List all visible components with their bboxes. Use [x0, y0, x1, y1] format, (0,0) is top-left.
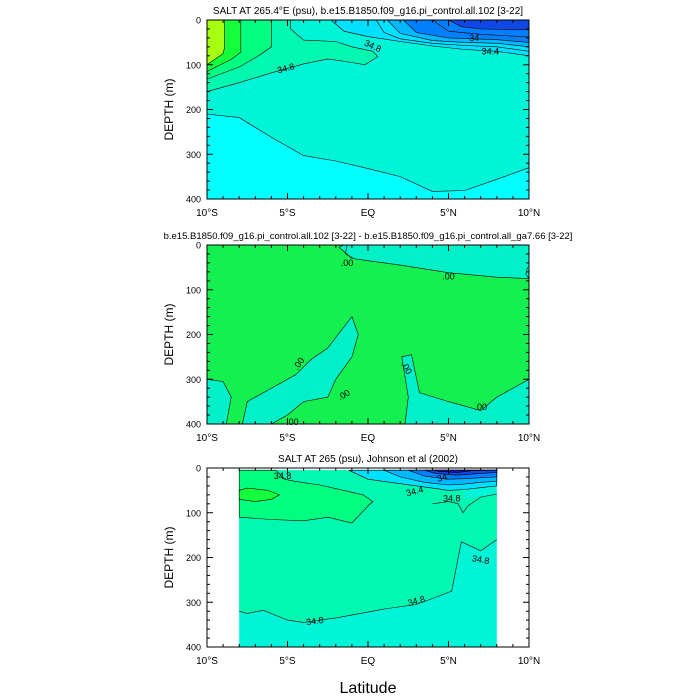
x-tick-label: 10°N — [518, 656, 540, 667]
y-tick-label: 0 — [196, 464, 201, 474]
x-tick-label: 5°S — [279, 208, 296, 219]
contour-label: 34.8 — [305, 615, 324, 627]
chart-title: b.e15.B1850.f09_g16.pi_control.all.102 [… — [164, 231, 573, 242]
y-tick-label: 0 — [196, 241, 201, 251]
x-tick-label: 10°S — [196, 433, 218, 444]
y-tick-label: 100 — [186, 508, 201, 518]
contour-label: 34.4 — [405, 484, 425, 498]
contour-fill-green — [238, 469, 374, 524]
x-tick-label: 5°S — [279, 656, 296, 667]
contour-label: .00 — [442, 271, 455, 281]
contour-label: .00 — [286, 417, 299, 427]
y-tick-label: 200 — [186, 330, 201, 340]
x-tick-label: 5°N — [440, 656, 457, 667]
chart-title: SALT AT 265.4°E (psu), b.e15.B1850.f09_g… — [213, 6, 523, 17]
x-tick-label: 5°S — [279, 433, 296, 444]
contour-label: 34.8 — [274, 471, 292, 481]
axes-1: 10°S 5°S EQ 5°N 10°N 0 100 200 300 400 SALT AT 265… — [162, 6, 540, 219]
contour-label: 34 — [469, 33, 479, 43]
contour-label: 34.4 — [482, 46, 500, 56]
y-axis-label: DEPTH (m) — [162, 527, 176, 589]
axes-3: 10°S 5°S EQ 5°N 10°N 0 100 200 300 400 SALT AT 265… — [162, 454, 540, 697]
x-tick-label: 10°S — [196, 208, 218, 219]
y-axis-label: DEPTH (m) — [162, 79, 176, 141]
contour-label: 34 — [436, 472, 448, 484]
contour-label: 34.8 — [443, 493, 461, 503]
chart-title: SALT AT 265 (psu), Johnson et al (2002) — [278, 454, 458, 465]
contour-fill-teal — [242, 315, 359, 425]
y-tick-label: 100 — [186, 60, 201, 70]
y-axis-label: DEPTH (m) — [162, 304, 176, 366]
contour-label: .00 — [474, 402, 487, 412]
y-tick-label: 400 — [186, 195, 201, 205]
y-tick-label: 300 — [186, 150, 201, 160]
y-tick-label: 0 — [196, 16, 201, 26]
contour-label: .00 — [341, 258, 354, 268]
panel-observed-salinity: 34.8 34 34.4 34.8 34.8 34.8 34.8 — [238, 469, 498, 647]
x-tick-label: EQ — [361, 433, 376, 444]
contour-fill-brightgreen — [238, 487, 281, 502]
x-tick-label: EQ — [361, 656, 376, 667]
contour-label: 34.8 — [276, 61, 296, 75]
contour-line — [239, 539, 497, 623]
x-tick-label: 5°N — [440, 433, 457, 444]
contour-line — [432, 493, 497, 514]
y-tick-label: 200 — [186, 105, 201, 115]
y-tick-label: 300 — [186, 375, 201, 385]
x-tick-label: 10°N — [518, 433, 540, 444]
contour-label: 34.8 — [471, 553, 490, 566]
contour-line — [345, 244, 354, 259]
x-axis-label: Latitude — [340, 680, 397, 697]
axes-2: 10°S 5°S EQ 5°N 10°N 0 100 200 300 400 b.e15.B1850… — [162, 231, 572, 444]
y-tick-label: 400 — [186, 643, 201, 653]
x-tick-label: EQ — [361, 208, 376, 219]
y-tick-label: 400 — [186, 420, 201, 430]
x-tick-label: 5°N — [440, 208, 457, 219]
x-tick-label: 10°N — [518, 208, 540, 219]
y-tick-label: 100 — [186, 285, 201, 295]
contour-line — [206, 113, 530, 192]
y-tick-label: 200 — [186, 553, 201, 563]
contour-line — [525, 267, 530, 279]
y-tick-label: 300 — [186, 598, 201, 608]
contour-label: 34.8 — [407, 594, 427, 608]
x-tick-label: 10°S — [196, 656, 218, 667]
panel-difference: .00.00.00.00.00.00.00 — [206, 244, 530, 427]
